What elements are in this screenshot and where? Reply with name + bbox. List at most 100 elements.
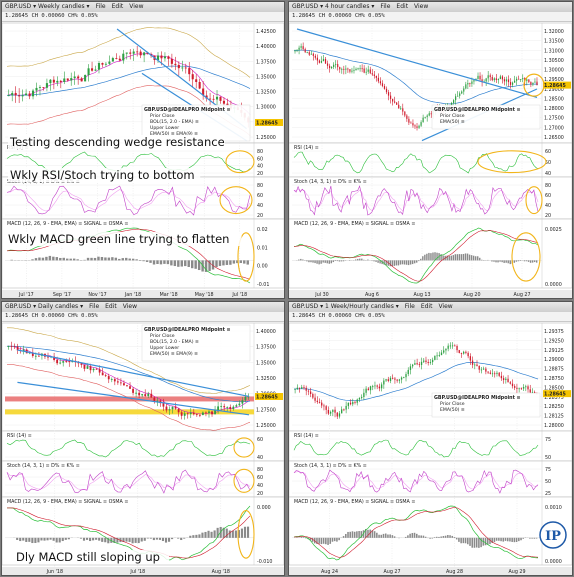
- stoch-pane[interactable]: [2, 176, 284, 220]
- stoch-pane[interactable]: [289, 176, 572, 220]
- osma-bar: [411, 260, 414, 265]
- price-candle: [477, 75, 479, 79]
- osma-bar: [93, 257, 97, 261]
- price-candle: [209, 98, 212, 100]
- chart-canvas[interactable]: 1.29375 1.29250 1.29125 1.29000 1.28875 1.287…: [289, 302, 572, 575]
- window-title[interactable]: GBP.USD ▾ Daily candles ▾: [5, 303, 84, 310]
- menu-view[interactable]: View: [122, 303, 138, 310]
- rsi-pane[interactable]: [2, 430, 284, 462]
- price-candle: [478, 365, 480, 370]
- time-axis[interactable]: [2, 290, 284, 298]
- menu-file[interactable]: File: [404, 303, 415, 310]
- price-candle: [165, 406, 168, 411]
- osma-bar: [504, 537, 507, 541]
- indicator-legend[interactable]: [141, 324, 251, 362]
- price-candle: [180, 412, 183, 416]
- osma-bar: [22, 537, 25, 541]
- price-candle: [14, 92, 17, 96]
- menu-view[interactable]: View: [129, 3, 144, 10]
- highlight-circle: [237, 510, 255, 559]
- osma-bar: [316, 260, 318, 264]
- menu-edit[interactable]: Edit: [396, 3, 409, 10]
- price-candle: [136, 51, 139, 53]
- macd-pane[interactable]: [2, 218, 284, 289]
- annotation-bg: [8, 135, 225, 149]
- ema50-line: [293, 361, 539, 402]
- osma-bar: [140, 537, 143, 542]
- price-candle: [505, 79, 508, 82]
- menu-view[interactable]: View: [414, 3, 429, 10]
- macd-tick: 0.000: [257, 505, 271, 511]
- osma-bar: [325, 537, 327, 545]
- rsi-pane[interactable]: [289, 430, 572, 462]
- indicator-legend[interactable]: [431, 392, 541, 418]
- price-candle: [463, 88, 465, 92]
- price-candle: [469, 356, 472, 361]
- chart-window-weekly[interactable]: GBP.USD ▾ Weekly candles ▾ File Edit View 1.…: [1, 1, 285, 299]
- osma-bar: [535, 260, 538, 263]
- legend-item: EMA(50) ≡ EMA(9) ≡: [150, 351, 198, 357]
- osma-bar: [353, 531, 356, 538]
- price-candle: [325, 406, 327, 410]
- menu-view[interactable]: View: [438, 303, 453, 310]
- menu-file[interactable]: File: [380, 3, 391, 10]
- osma-bar: [379, 260, 381, 264]
- price-candle: [304, 49, 306, 53]
- price-candle: [104, 63, 107, 65]
- price-candle: [307, 390, 310, 392]
- price-candle: [21, 95, 24, 97]
- macd-tick: 0.02: [257, 227, 268, 233]
- chart-window-4hour[interactable]: GBP.USD ▾ 4 hour candles ▾ File Edit View 1.…: [288, 1, 573, 299]
- chart-canvas[interactable]: 1.42500 1.40000 1.37500 1.35000 1.32500 1.300…: [2, 2, 284, 298]
- price-candle: [312, 393, 314, 398]
- menu-file[interactable]: File: [95, 3, 106, 10]
- window-title[interactable]: GBP.USD ▾ Weekly candles ▾: [5, 3, 90, 10]
- osma-bar: [170, 260, 173, 266]
- price-candle: [177, 64, 180, 69]
- brand-logo: IP: [539, 521, 567, 549]
- time-axis[interactable]: [2, 567, 284, 575]
- osma-bar: [333, 537, 336, 542]
- price-candle: [25, 93, 28, 96]
- osma-bar: [177, 537, 180, 539]
- osma-bar: [489, 537, 491, 545]
- window-title[interactable]: GBP.USD ▾ 4 hour candles ▾: [292, 3, 375, 10]
- time-axis[interactable]: [289, 290, 572, 298]
- time-axis[interactable]: [289, 567, 572, 575]
- window-title[interactable]: GBP.USD ▾ 1 Week/Hourly candles ▾: [292, 303, 399, 310]
- menu-edit[interactable]: Edit: [105, 303, 117, 310]
- price-candle: [332, 409, 334, 412]
- menu-edit[interactable]: Edit: [111, 3, 124, 10]
- menu-edit[interactable]: Edit: [420, 303, 433, 310]
- price-candle: [491, 373, 494, 375]
- price-candle: [534, 392, 536, 394]
- menu-file[interactable]: File: [89, 303, 100, 310]
- osma-bar: [495, 260, 497, 263]
- time-label: Aug 27: [514, 292, 531, 298]
- price-candle: [202, 88, 205, 96]
- chart-window-hourly[interactable]: GBP.USD ▾ 1 Week/Hourly candles ▾ File Edi…: [288, 301, 573, 576]
- stoch-k-line: [6, 469, 251, 494]
- indicator-legend[interactable]: [431, 104, 541, 130]
- highlight-circle: [233, 437, 255, 458]
- price-tick: 1.29000: [544, 357, 564, 363]
- chart-canvas[interactable]: 1.400001.375001.350001.325001.300001.275…: [2, 302, 284, 575]
- price-candle: [147, 393, 150, 396]
- osma-bar: [143, 537, 146, 541]
- stoch-tick: 40: [257, 203, 263, 209]
- price-candle: [375, 75, 377, 78]
- osma-bar: [342, 260, 345, 262]
- quote-readout: 1.28645 CH 0.00060 CH% 0.05%: [292, 313, 385, 319]
- price-candle: [223, 406, 226, 408]
- osma-bar: [413, 532, 416, 538]
- price-candle: [380, 384, 383, 389]
- chart-canvas[interactable]: 1.32000 1.31500 1.31000 1.30500 1.30000 1.295…: [289, 2, 572, 298]
- osma-bar: [64, 537, 67, 540]
- macd-pane[interactable]: [289, 496, 572, 566]
- price-pane[interactable]: [289, 322, 572, 432]
- stoch-pane[interactable]: [289, 460, 572, 498]
- legend-item: EMA(50) ≡ EMA(9) ≡: [150, 131, 198, 137]
- chart-window-daily[interactable]: GBP.USD ▾ Daily candles ▾ File Edit View 1.2…: [1, 301, 285, 576]
- price-candle: [396, 102, 398, 105]
- osma-bar: [338, 537, 340, 541]
